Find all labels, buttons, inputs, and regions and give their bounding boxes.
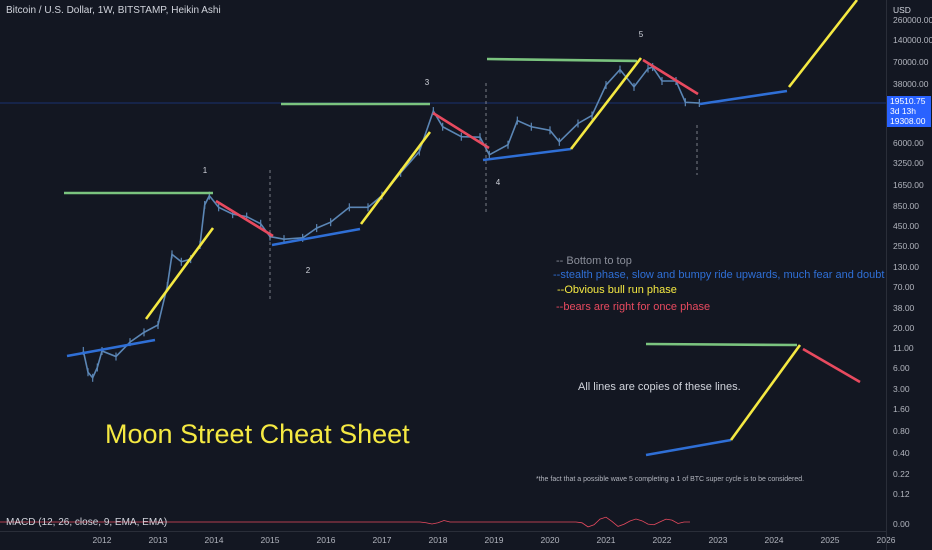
price-tick: 0.12 <box>893 489 910 499</box>
time-axis-ticks: 2012 2013 2014 2015 2016 2017 2018 2019 2020 2021… <box>93 535 896 545</box>
year-tick: 2021 <box>597 535 616 545</box>
price-tick: 70.00 <box>893 282 915 292</box>
trend-line <box>645 342 798 347</box>
trend-line <box>482 147 572 162</box>
year-tick: 2020 <box>541 535 560 545</box>
trend-line <box>569 57 643 150</box>
price-tick: 0.40 <box>893 448 910 458</box>
price-tick: 850.00 <box>893 201 919 211</box>
chart-header: Bitcoin / U.S. Dollar, 1W, BITSTAMP, Hei… <box>6 5 221 16</box>
low-price: 19308.00 <box>890 116 926 126</box>
price-tick: 0.00 <box>893 519 910 529</box>
year-tick: 2022 <box>653 535 672 545</box>
price-tick: 450.00 <box>893 221 919 231</box>
trend-line <box>645 438 732 457</box>
price-tick: 0.22 <box>893 469 910 479</box>
last-price: 19510.75 <box>890 96 926 106</box>
year-tick: 2015 <box>261 535 280 545</box>
price-axis-ticks: 260000.00 140000.00 70000.00 38000.00 6000.0… <box>893 15 932 529</box>
trend-line <box>215 199 274 238</box>
price-tick: 130.00 <box>893 262 919 272</box>
trend-line <box>729 344 802 441</box>
price-tick: 38.00 <box>893 303 915 313</box>
trend-line <box>699 89 788 106</box>
price-tick: 38000.00 <box>893 79 929 89</box>
macd-series <box>0 516 690 528</box>
legend-stealth-phase: --stealth phase, slow and bumpy ride upw… <box>553 269 885 281</box>
year-tick: 2019 <box>485 535 504 545</box>
price-tick: 6000.00 <box>893 138 924 148</box>
price-tick: 140000.00 <box>893 35 932 45</box>
year-tick: 2016 <box>317 535 336 545</box>
price-tick: 6.00 <box>893 363 910 373</box>
year-tick: 2014 <box>205 535 224 545</box>
legend-bear-phase: --bears are right for once phase <box>556 301 711 313</box>
last-price-tag: 19510.75 3d 13h 19308.00 <box>887 96 931 127</box>
time-axis-separator <box>0 531 886 532</box>
trend-line <box>787 0 859 88</box>
price-tick: 0.80 <box>893 426 910 436</box>
price-tick: 1.60 <box>893 404 910 414</box>
year-tick: 2024 <box>765 535 784 545</box>
footnote: *the fact that a possible wave 5 complet… <box>536 476 805 483</box>
cheat-sheet-title: Moon Street Cheat Sheet <box>105 419 410 449</box>
macd-label: MACD (12, 26, close, 9, EMA, EMA) <box>6 517 168 528</box>
year-tick: 2017 <box>373 535 392 545</box>
price-tick: 3250.00 <box>893 158 924 168</box>
price-tick: 3.00 <box>893 384 910 394</box>
legend-bottom-to-top: -- Bottom to top <box>556 255 632 267</box>
trend-line <box>642 58 699 96</box>
price-tick: 11.00 <box>893 343 914 353</box>
year-tick: 2025 <box>821 535 840 545</box>
trend-line <box>144 227 215 320</box>
wave-label: 4 <box>496 178 501 187</box>
wave-label: 3 <box>425 78 430 87</box>
trend-lines <box>64 0 861 457</box>
trend-line <box>271 227 361 247</box>
year-tick: 2018 <box>429 535 448 545</box>
price-tick: 1650.00 <box>893 180 924 190</box>
price-line <box>82 66 700 380</box>
price-tick: 70000.00 <box>893 57 929 67</box>
year-tick: 2013 <box>149 535 168 545</box>
bar-countdown: 3d 13h <box>890 106 916 116</box>
price-tick: 260000.00 <box>893 15 932 25</box>
wave-labels: 1 2 3 4 5 <box>203 30 644 275</box>
price-axis-separator <box>886 0 887 550</box>
wave-label: 5 <box>639 30 644 39</box>
trend-line <box>359 131 432 225</box>
year-tick: 2023 <box>709 535 728 545</box>
price-series <box>82 63 700 382</box>
trend-line <box>802 347 861 384</box>
year-tick: 2012 <box>93 535 112 545</box>
trend-line <box>66 338 156 358</box>
price-tick: 20.00 <box>893 323 915 333</box>
legend-bull-phase: --Obvious bull run phase <box>557 284 677 296</box>
macd-line <box>0 516 690 528</box>
currency-label: USD <box>893 5 911 15</box>
price-tick: 250.00 <box>893 241 919 251</box>
copies-note: All lines are copies of these lines. <box>578 381 741 393</box>
trend-line <box>432 111 490 150</box>
wave-label: 2 <box>306 266 311 275</box>
wave-label: 1 <box>203 166 208 175</box>
trend-line <box>486 57 638 63</box>
